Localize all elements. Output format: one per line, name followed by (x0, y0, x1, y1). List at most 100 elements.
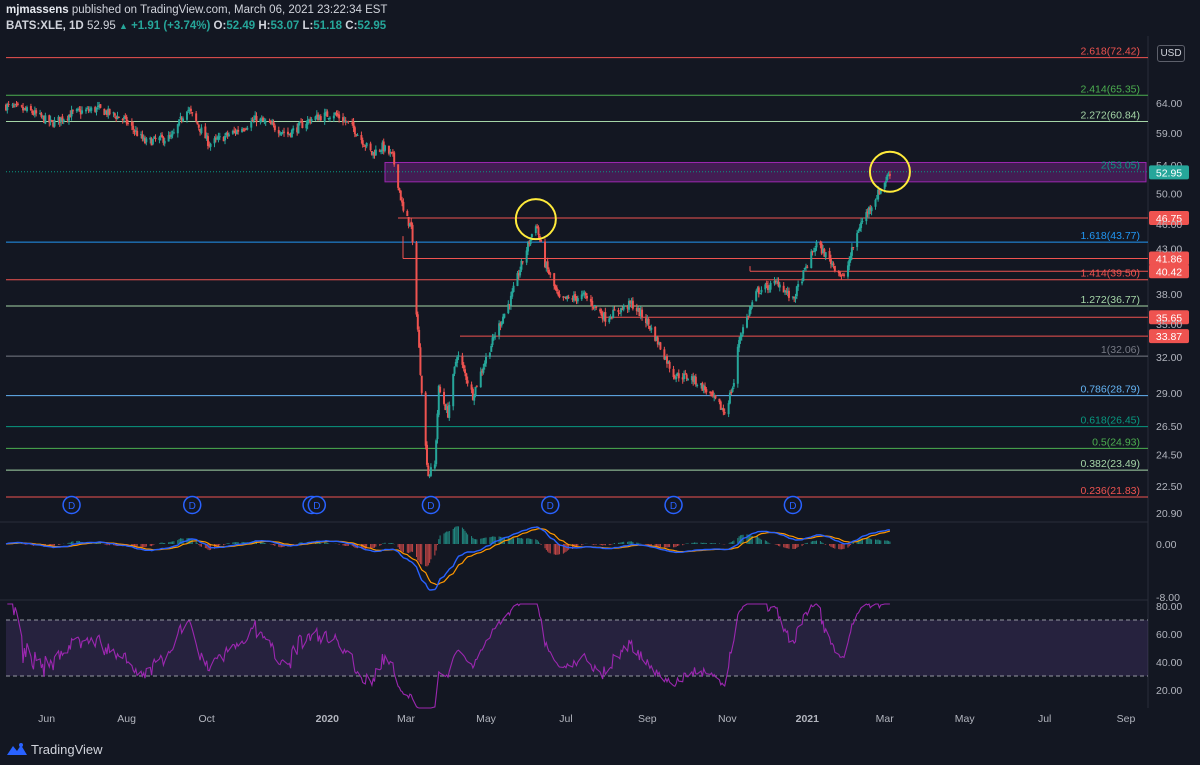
candle-body (134, 130, 137, 132)
candle-body (648, 325, 651, 330)
candle-body (473, 395, 476, 401)
symbol-name[interactable]: BATS:XLE, 1D (6, 20, 84, 32)
candle-body (254, 115, 257, 120)
candle-body (427, 465, 430, 477)
candle-body (464, 369, 467, 374)
candle-body (301, 122, 304, 129)
candle-body (629, 300, 632, 304)
candle-body (326, 111, 329, 117)
candle-body (180, 118, 183, 121)
price-chart[interactable]: Jun Aug Oct 2020 Mar May Jul Sep Nov 2021 Mar May Ju… (0, 0, 1200, 735)
candle-body (332, 115, 335, 119)
candle-body (234, 130, 237, 134)
candle-body (563, 296, 566, 298)
candle-body (637, 307, 640, 311)
candle-body (870, 207, 873, 212)
candle-body (732, 382, 735, 387)
candle-body (593, 304, 596, 308)
level-price-tag (1149, 310, 1189, 325)
candle-body (474, 386, 477, 396)
dividend-marker[interactable]: D (307, 495, 327, 515)
candle-body (718, 398, 721, 403)
x-axis-tick-label: May (476, 713, 497, 725)
dividend-marker[interactable]: D (62, 495, 81, 515)
candle-body (618, 312, 621, 314)
candle-body (787, 290, 790, 298)
candle-body (98, 105, 101, 108)
dividend-marker[interactable]: D (664, 495, 683, 515)
candle-body (558, 294, 561, 298)
dividend-marker[interactable]: D (783, 495, 803, 515)
candle-body (113, 113, 116, 116)
candle-body (571, 298, 574, 300)
dividend-marker-label: D (670, 501, 677, 512)
candle-body (655, 336, 658, 342)
candle-body (617, 309, 620, 313)
candle-body (704, 386, 707, 390)
price-change: +1.91 (+3.74%) (131, 20, 211, 32)
candle-body (659, 342, 662, 350)
tradingview-logo-icon (7, 743, 27, 755)
candle-body (444, 404, 447, 410)
low-value: 51.18 (313, 20, 343, 32)
candle-body (613, 309, 616, 311)
candle-body (213, 138, 216, 144)
candle-body (132, 125, 135, 130)
candle-body (795, 286, 798, 297)
candle-body (794, 297, 797, 299)
dividend-marker-circle (182, 495, 202, 515)
candle-body (124, 116, 127, 118)
candle-body (262, 117, 265, 122)
x-axis-tick-label: Jul (1038, 713, 1051, 725)
candle-body (841, 274, 844, 276)
candle-body (736, 346, 739, 384)
candle-body (315, 114, 318, 117)
level-price-tag-label: 33.87 (1156, 331, 1182, 343)
candle-body (191, 112, 194, 114)
fib-level-label: 0.236(21.83) (1080, 485, 1140, 497)
candle-body (638, 307, 641, 317)
candle-body (685, 374, 688, 379)
candle-body (475, 385, 478, 387)
candle-body (305, 123, 308, 129)
candle-body (96, 105, 99, 107)
candle-body (242, 129, 245, 131)
author-name[interactable]: mjmassens (6, 4, 69, 16)
candle-body (755, 291, 758, 302)
dividend-marker[interactable]: D (421, 495, 441, 515)
dividend-marker-label: D (189, 501, 196, 512)
candle-body (57, 116, 60, 121)
candle-body (342, 117, 345, 123)
candle-body (298, 122, 301, 124)
candle-body (87, 109, 90, 111)
dividend-marker-circle (664, 495, 683, 515)
candle-body (673, 376, 676, 379)
candle-body (170, 134, 173, 137)
candle-body (49, 119, 52, 122)
candle-body (567, 297, 570, 299)
candle-body (883, 182, 886, 189)
candle-body (748, 309, 751, 316)
candle-body (565, 296, 567, 299)
candle-body (525, 250, 528, 263)
candle-body (722, 408, 725, 412)
candle-body (103, 108, 106, 116)
candle-body (454, 361, 457, 367)
candle-body (784, 290, 787, 293)
candle-body (22, 107, 25, 111)
candle-body (345, 121, 348, 123)
dividend-marker[interactable]: D (182, 495, 202, 515)
level-price-tag (1149, 211, 1189, 226)
candle-body (325, 111, 327, 113)
candle-body (352, 121, 355, 128)
candle-body (520, 260, 523, 270)
dividend-marker[interactable]: D (541, 495, 560, 515)
candle-body (161, 134, 164, 138)
candle-body (206, 136, 209, 146)
candle-body (365, 142, 368, 147)
candle-body (709, 391, 712, 394)
candle-body (43, 115, 46, 123)
candle-body (728, 392, 731, 404)
currency-button[interactable]: USD (1157, 45, 1185, 62)
candle-body (710, 392, 713, 394)
